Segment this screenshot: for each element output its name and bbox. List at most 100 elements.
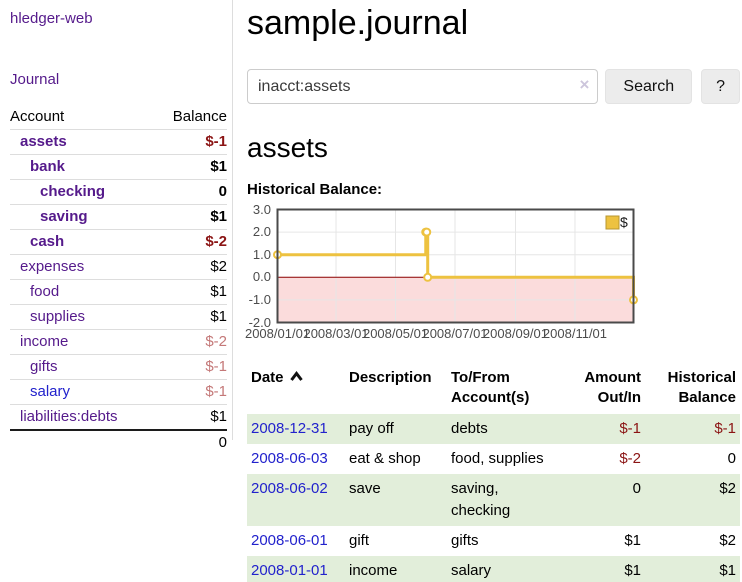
x-tick-label: 2008/03/01 <box>303 326 369 341</box>
account-balance: $1 <box>154 204 227 230</box>
date-cell: 2008-12-31 <box>247 414 345 444</box>
transaction-date-link[interactable]: 2008-01-01 <box>251 562 328 579</box>
date-cell: 2008-06-01 <box>247 526 345 556</box>
account-row: checking 0 <box>10 179 227 205</box>
column-header-date[interactable]: Date <box>247 364 345 414</box>
balance-cell: $2 <box>645 474 740 526</box>
account-balance: $1 <box>154 154 227 180</box>
account-balance: 0 <box>154 179 227 205</box>
description-cell: save <box>345 474 447 526</box>
account-title: assets <box>247 132 328 163</box>
account-balance: $-1 <box>154 354 227 380</box>
accounts-header-balance: Balance <box>172 108 227 125</box>
transaction-date-link[interactable]: 2008-06-03 <box>251 450 328 467</box>
balance-cell: $1 <box>645 556 740 582</box>
account-row: saving $1 <box>10 204 227 230</box>
legend-swatch <box>605 215 620 230</box>
x-tick-label: 2008/09/01 <box>482 326 549 341</box>
transaction-date-link[interactable]: 2008-06-01 <box>251 532 328 549</box>
y-tick-label: 1.0 <box>252 246 271 262</box>
column-header-description: Description <box>349 369 432 386</box>
account-balance: $-2 <box>154 229 227 255</box>
register-row: 2008-01-01 income salary $1 $1 <box>247 556 740 582</box>
account-balance: $2 <box>154 254 227 280</box>
account-balance: $1 <box>154 304 227 330</box>
account-row: food $1 <box>10 279 227 305</box>
date-cell: 2008-06-03 <box>247 444 345 474</box>
legend-label: $ <box>620 214 628 230</box>
main-content: sample.journal × Search ? assets Histori… <box>244 0 740 582</box>
account-link[interactable]: bank <box>30 158 66 175</box>
account-link[interactable]: cash <box>30 233 65 250</box>
accounts-cell: saving, checking <box>447 474 555 526</box>
accounts-table: Account Balance assets $-1 bank $1 checking 0… <box>10 105 227 455</box>
help-button[interactable]: ? <box>701 69 740 104</box>
register-row: 2008-12-31 pay off debts $-1 $-1 <box>247 414 740 444</box>
column-header-amount: Amount Out/In <box>584 369 641 406</box>
account-balance: $1 <box>154 279 227 305</box>
search-box: × <box>247 69 599 104</box>
date-cell: 2008-06-02 <box>247 474 345 526</box>
register-row: 2008-06-01 gift gifts $1 $2 <box>247 526 740 556</box>
y-tick-label: 0.0 <box>252 269 271 285</box>
balance-cell: $-1 <box>645 414 740 444</box>
account-link[interactable]: saving <box>40 208 88 225</box>
account-balance: $-1 <box>154 379 227 405</box>
account-link[interactable]: income <box>20 333 69 350</box>
register-header-row: Date Description To/From Account(s) Amoun… <box>247 364 740 414</box>
accounts-cell: food, supplies <box>451 450 544 467</box>
description-cell: pay off <box>345 414 447 444</box>
transaction-date-link[interactable]: 2008-12-31 <box>251 420 328 437</box>
x-tick-label: 2008/05/01 <box>362 326 429 341</box>
balance-cell: 0 <box>727 450 736 467</box>
chart-plot: $ <box>273 208 638 324</box>
accounts-body: assets $-1 bank $1 checking 0 saving $1 cash $-2 e… <box>10 129 227 430</box>
search-form: × Search ? <box>247 69 740 104</box>
search-button[interactable]: Search <box>605 69 693 104</box>
column-header-balance: Historical Balance <box>667 369 736 406</box>
account-link[interactable]: salary <box>30 383 71 400</box>
account-link[interactable]: assets <box>20 133 67 150</box>
accounts-cell: debts <box>447 414 555 444</box>
transaction-date-link[interactable]: 2008-06-02 <box>251 480 328 497</box>
account-link[interactable]: food <box>30 283 60 300</box>
register-table: Date Description To/From Account(s) Amoun… <box>247 364 740 582</box>
description-cell: eat & shop <box>349 450 421 467</box>
accounts-total-value: 0 <box>154 429 227 455</box>
account-link[interactable]: supplies <box>30 308 86 325</box>
y-tick-label: -1.0 <box>248 291 271 307</box>
x-tick-label: 2008/07/01 <box>422 326 488 341</box>
register-row: 2008-06-03 eat & shop food, supplies $-2 0 <box>247 444 740 474</box>
sidebar-item-journal[interactable]: Journal <box>10 71 60 88</box>
amount-cell: $-1 <box>555 414 645 444</box>
clear-search-icon[interactable]: × <box>579 75 590 94</box>
account-link[interactable]: liabilities:debts <box>20 408 118 425</box>
account-balance: $-2 <box>154 329 227 355</box>
sidebar: hledger-web Journal Account Balance asse… <box>0 0 233 455</box>
account-link[interactable]: checking <box>40 183 106 200</box>
account-row: cash $-2 <box>10 229 227 255</box>
brand-link[interactable]: hledger-web <box>10 10 93 27</box>
account-row: gifts $-1 <box>10 354 227 380</box>
account-row: supplies $1 <box>10 304 227 330</box>
accounts-cell: gifts <box>451 532 479 549</box>
account-link[interactable]: expenses <box>20 258 85 275</box>
account-link[interactable]: gifts <box>30 358 58 375</box>
page-title: sample.journal <box>247 4 469 42</box>
sort-ascending-icon <box>289 371 303 381</box>
description-cell: gift <box>349 532 370 549</box>
search-input[interactable] <box>247 69 599 104</box>
x-tick-label: 2008/01/01 <box>244 326 311 341</box>
accounts-total-row: 0 <box>10 429 227 455</box>
account-row: assets $-1 <box>10 129 227 155</box>
column-header-accounts: To/From Account(s) <box>451 369 530 406</box>
y-tick-label: 3.0 <box>252 201 271 217</box>
amount-cell: $1 <box>624 532 641 549</box>
amount-cell: $-2 <box>619 450 641 467</box>
amount-cell: 0 <box>555 474 645 526</box>
y-tick-label: 2.0 <box>252 224 271 240</box>
amount-cell: $1 <box>555 556 645 582</box>
account-row: liabilities:debts $1 <box>10 404 227 430</box>
account-balance: $-1 <box>154 129 227 155</box>
